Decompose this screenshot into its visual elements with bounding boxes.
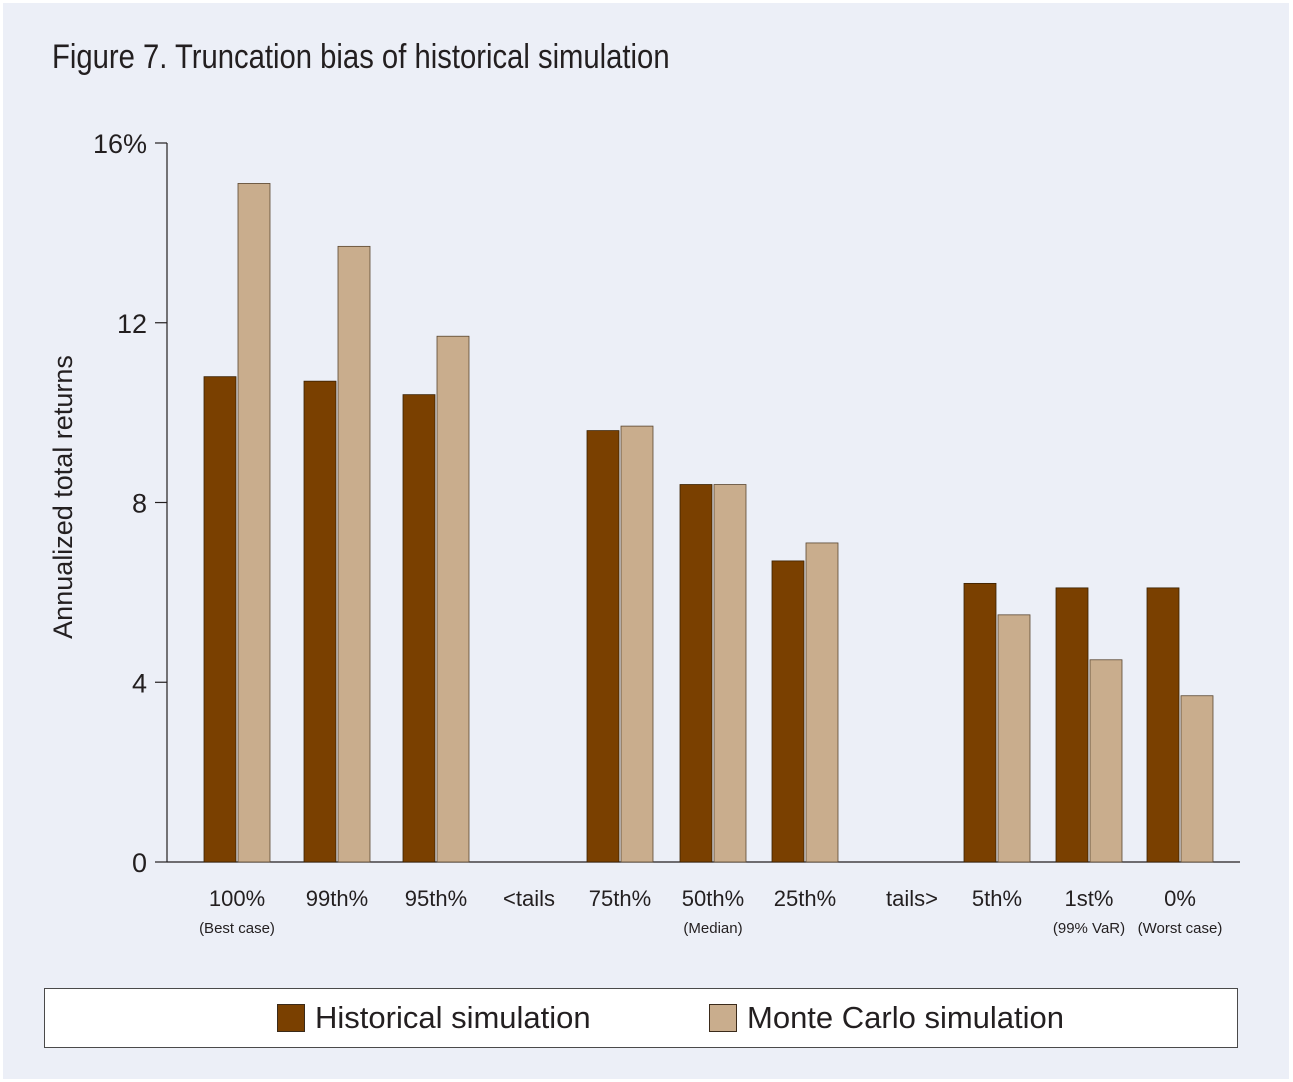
y-tick-label: 0	[132, 848, 147, 878]
x-tick-label: 50th%	[682, 886, 744, 911]
bar-montecarlo	[620, 425, 654, 863]
bar-historical	[1055, 587, 1089, 863]
bar-chart: 0 4 8 12 16% Annualized total returns 100% (Bes…	[48, 129, 1240, 937]
bar-historical	[402, 394, 436, 863]
x-tick-label: <tails	[503, 886, 555, 911]
legend-swatch-historical	[277, 1004, 305, 1032]
x-tick-label: 1st%	[1065, 886, 1114, 911]
legend-item-montecarlo: Monte Carlo simulation	[709, 989, 1064, 1047]
x-tick-label: 75th%	[589, 886, 651, 911]
x-tick-label: tails>	[886, 886, 938, 911]
legend-label-historical: Historical simulation	[315, 1000, 591, 1035]
x-tick-label: 5th%	[972, 886, 1022, 911]
y-tick-label: 16%	[93, 129, 147, 159]
legend: Historical simulation Monte Carlo simula…	[44, 988, 1238, 1048]
bar-montecarlo	[713, 484, 747, 863]
bar-montecarlo	[1089, 659, 1123, 863]
bar-historical	[586, 430, 620, 863]
bar-historical	[303, 380, 337, 863]
y-tick-label: 12	[117, 309, 147, 339]
bar-montecarlo	[805, 542, 839, 863]
bar-historical	[679, 484, 713, 863]
x-tick-label: 100%	[209, 886, 265, 911]
x-tick-sublabel: (Median)	[683, 920, 742, 937]
x-tick-label: 25th%	[774, 886, 836, 911]
bar-montecarlo	[1180, 695, 1214, 863]
bar-historical	[963, 582, 997, 863]
x-tick-sublabel: (Best case)	[199, 920, 275, 937]
x-tick-label: 99th%	[306, 886, 368, 911]
bar-historical	[771, 560, 805, 863]
x-tick-sublabel: (99% VaR)	[1053, 920, 1125, 937]
bar-montecarlo	[337, 245, 371, 863]
bar-montecarlo	[237, 183, 271, 863]
y-axis-title: Annualized total returns	[48, 355, 78, 639]
x-tick-label: 0%	[1164, 886, 1196, 911]
legend-swatch-montecarlo	[709, 1004, 737, 1032]
bar-historical	[203, 376, 237, 863]
legend-label-montecarlo: Monte Carlo simulation	[747, 1000, 1065, 1035]
y-tick-label: 4	[132, 668, 147, 698]
x-tick-sublabel: (Worst case)	[1138, 920, 1223, 937]
bar-historical	[1146, 587, 1180, 863]
bar-montecarlo	[436, 335, 470, 863]
chart-title: Figure 7. Truncation bias of historical …	[52, 38, 670, 76]
legend-item-historical: Historical simulation	[277, 989, 591, 1047]
x-tick-label: 95th%	[405, 886, 467, 911]
y-tick-label: 8	[132, 489, 147, 519]
bar-montecarlo	[997, 614, 1031, 863]
